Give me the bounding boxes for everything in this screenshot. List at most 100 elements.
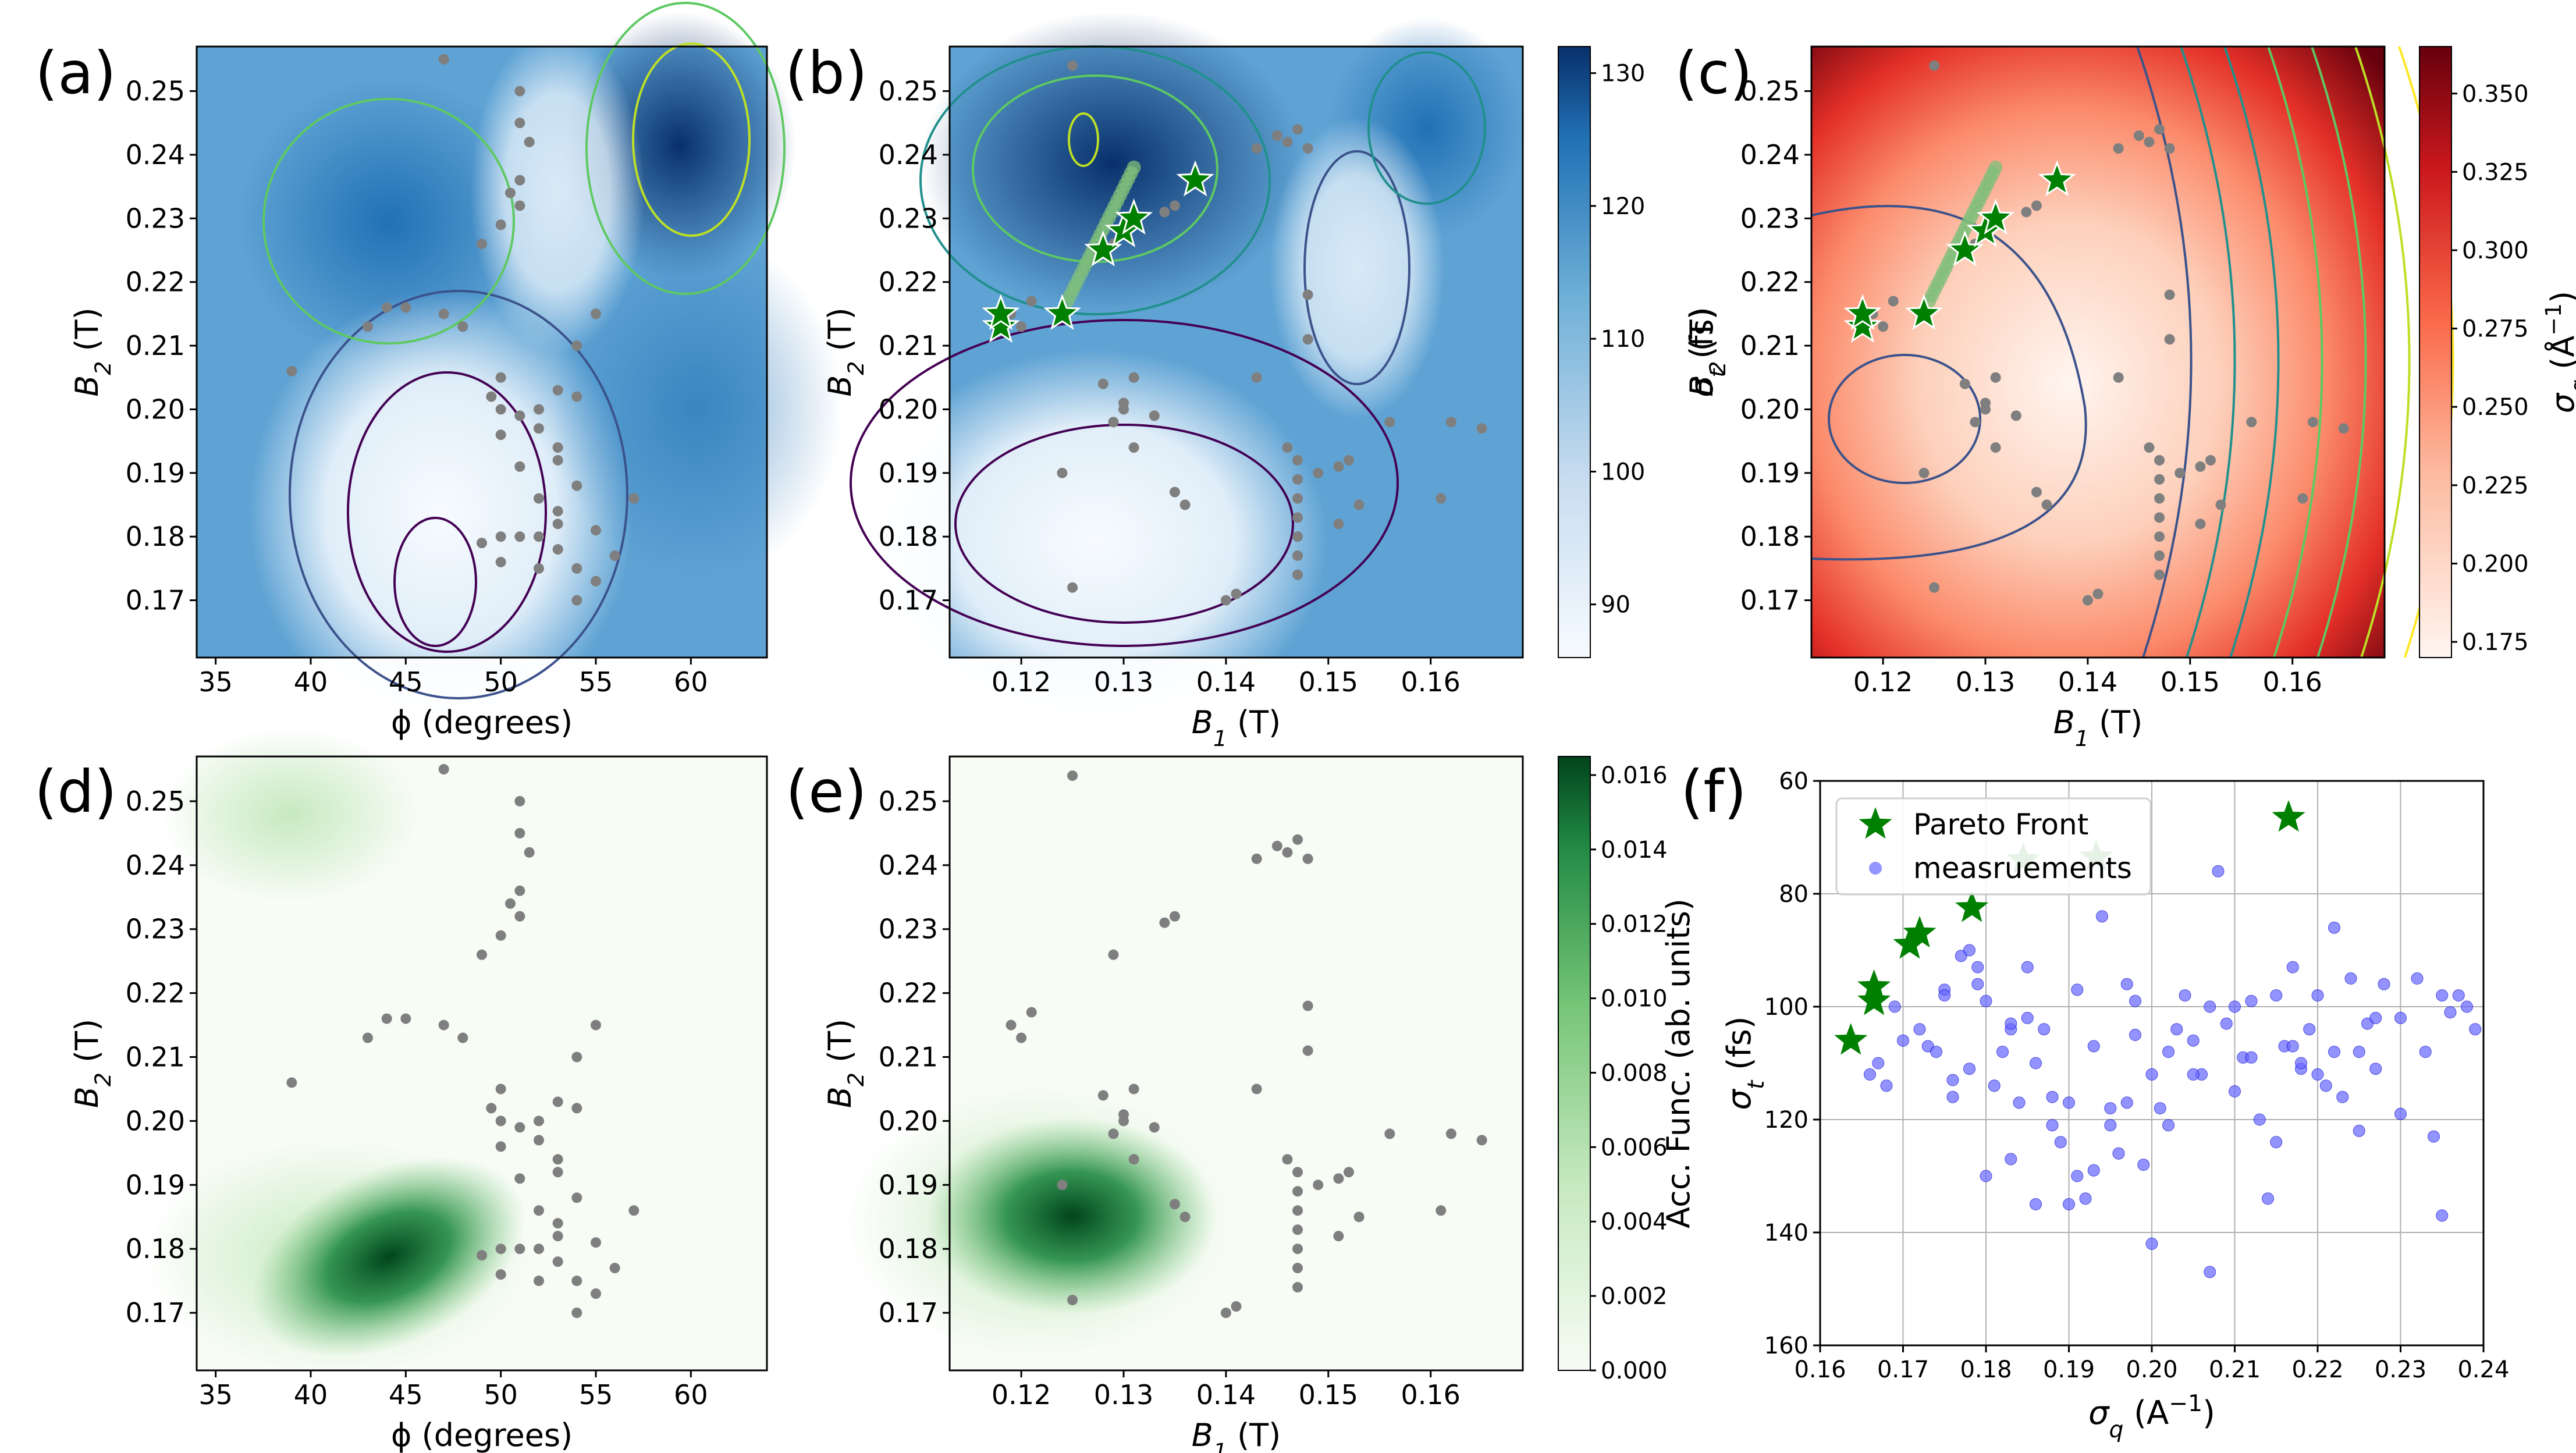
panel-d: 35 40 45 50 55 60 0.17 0.18 0.19 0.20 0.21 0.22 0.23… [34, 727, 768, 1453]
measurement-point [1292, 531, 1303, 542]
measurement-point [438, 1019, 449, 1031]
measurement-point [486, 391, 497, 402]
measurement-point [591, 525, 601, 536]
y-tick-label: 0.21 [1740, 330, 1800, 361]
measurement-point [1353, 499, 1365, 510]
measurement-point [2120, 978, 2133, 990]
y-tick-label: 0.22 [879, 978, 938, 1009]
measurement-point [1282, 1154, 1293, 1165]
measurement-point [495, 1244, 506, 1255]
legend-frame [1835, 797, 2152, 896]
y-axis-label: B2 (T) [1683, 307, 1731, 396]
contour-line [632, 42, 751, 237]
measurement-point [552, 454, 563, 466]
measurement-point [438, 54, 449, 65]
colorbar-tick-label: 0.016 [1601, 762, 1668, 789]
measurement-point [2154, 124, 2165, 135]
measurement-point [2311, 1068, 2324, 1081]
y-axis-label: B2 (T) [69, 1019, 116, 1108]
y-tick-label: 0.22 [1740, 267, 1800, 298]
measurement-point [1384, 417, 1395, 428]
measurement-point [534, 531, 544, 542]
measurement-point [514, 827, 525, 839]
y-axis-label: B2 (T) [822, 307, 869, 396]
measurement-point [1097, 378, 1108, 389]
measurement-point [505, 898, 516, 909]
pareto-star [1905, 294, 1943, 331]
heatmap-background [1811, 47, 2385, 658]
y-tick-label: 100 [1764, 994, 1808, 1021]
x-tick-label: 0.12 [992, 666, 1051, 698]
measurement-point [2071, 983, 2084, 996]
x-tick-label: 0.22 [2291, 1356, 2343, 1383]
measurement-point [2204, 1266, 2216, 1278]
measurement-point [552, 1231, 563, 1242]
measurement-point [2164, 143, 2175, 154]
measurement-point [1251, 853, 1262, 864]
pareto-star [1834, 1023, 1868, 1055]
heatmap-blob [249, 291, 633, 733]
measurement-point [2054, 1136, 2067, 1149]
measurement-point [524, 847, 535, 858]
heatmap-blob [552, 233, 843, 582]
measurement-point [2286, 1040, 2299, 1053]
measurement-point [2378, 978, 2390, 990]
measurement-point [1959, 378, 1970, 389]
y-tick-label: 0.18 [879, 1233, 938, 1264]
contour-line [2354, 46, 2411, 658]
y-tick-label: 0.24 [126, 139, 185, 170]
measurement-point [1169, 1199, 1180, 1210]
measurement-point [1231, 1301, 1242, 1312]
measurement-point [552, 1096, 563, 1107]
measurement-point [1057, 467, 1068, 478]
measurement-point [552, 544, 563, 555]
x-axis-label: B1 (T) [2053, 704, 2142, 751]
colorbar-tick-label: 0.275 [2462, 316, 2529, 343]
x-tick-label: 60 [674, 1379, 708, 1411]
contour-line [2223, 46, 2280, 658]
measurement-point [2270, 989, 2283, 1002]
measurement-point [1251, 1083, 1262, 1095]
x-tick-label: 0.15 [1299, 1379, 1358, 1411]
measurement-point [1888, 296, 1899, 307]
contour-line [2180, 46, 2236, 658]
measurement-point [2286, 961, 2299, 974]
measurement-point [486, 1103, 497, 1114]
x-axis-label: ϕ (degrees) [391, 704, 573, 741]
measurement-point [609, 1263, 620, 1274]
measurement-point [1282, 442, 1293, 453]
colorbar-label: σt (fs) [1683, 307, 1731, 397]
contour-line [2267, 46, 2323, 658]
measurement-point [2229, 1085, 2241, 1097]
y-tick-label: 0.19 [126, 1169, 185, 1200]
x-tick-label: 60 [674, 666, 708, 698]
measurement-point [2154, 493, 2165, 504]
y-tick-label: 0.20 [879, 393, 938, 425]
measurement-point [1097, 1090, 1108, 1101]
measurement-point [2129, 1029, 2141, 1041]
measurement-point [286, 1077, 297, 1088]
colorbar-tick-label: 0.200 [2462, 550, 2529, 577]
measurement-point [1333, 1173, 1344, 1184]
measurement-point [2187, 1034, 2200, 1047]
measurement-point [2253, 1113, 2266, 1126]
y-tick-label: 0.18 [126, 1233, 185, 1264]
measurement-point [2245, 1051, 2258, 1064]
measurement-point [1169, 486, 1180, 498]
x-axis-label: B1 (T) [1192, 1417, 1281, 1453]
panel-label: (d) [34, 758, 117, 826]
x-tick-label: 0.15 [2161, 666, 2220, 698]
y-tick-label: 0.17 [879, 585, 938, 616]
pareto-star [1843, 307, 1882, 343]
measurement-point [2319, 1079, 2332, 1092]
measurement-point [2229, 1000, 2241, 1013]
measurement-point [514, 911, 525, 922]
measurement-point [1302, 143, 1313, 154]
panel-label: (a) [35, 39, 116, 107]
x-tick-label: 0.16 [1794, 1356, 1846, 1383]
measurement-point [1016, 1032, 1027, 1043]
colorbar-tick-label: 0.325 [2462, 159, 2529, 186]
measurement-point [2041, 499, 2052, 510]
x-tick-label: 55 [579, 666, 613, 698]
measurement-point [2046, 1119, 2059, 1132]
